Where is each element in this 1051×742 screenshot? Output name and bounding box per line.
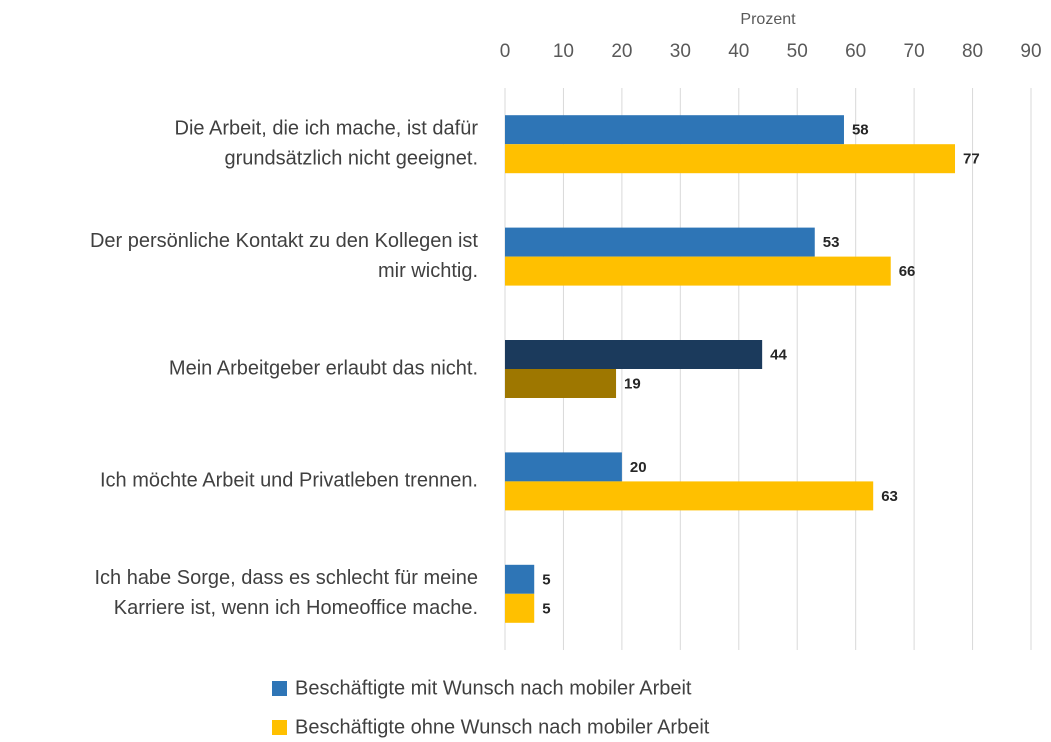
axis-title: Prozent	[740, 11, 796, 28]
bar	[505, 227, 815, 257]
legend-swatch	[272, 681, 287, 696]
x-tick-label: 90	[1020, 41, 1041, 62]
bar	[505, 452, 622, 482]
category-label: Der persönliche Kontakt zu den Kollegen …	[90, 230, 478, 252]
value-label: 77	[963, 151, 980, 168]
value-label: 5	[542, 600, 550, 617]
value-label: 66	[899, 263, 916, 280]
value-label: 5	[542, 571, 550, 588]
legend-label: Beschäftigte mit Wunsch nach mobiler Arb…	[295, 677, 692, 699]
category-label: grundsätzlich nicht geeignet.	[225, 147, 479, 169]
category-label: Ich möchte Arbeit und Privatleben trenne…	[100, 470, 478, 492]
bar	[505, 144, 956, 174]
x-tick-label: 50	[787, 41, 808, 62]
value-label: 53	[823, 234, 840, 251]
category-label: Ich habe Sorge, dass es schlecht für mei…	[94, 567, 478, 589]
legend-label: Beschäftigte ohne Wunsch nach mobiler Ar…	[295, 716, 710, 738]
value-label: 20	[630, 459, 647, 476]
bar	[505, 340, 763, 369]
category-label: mir wichtig.	[378, 260, 478, 282]
bar	[505, 369, 617, 398]
x-tick-label: 20	[611, 41, 632, 62]
bar	[505, 256, 891, 286]
x-tick-label: 40	[728, 41, 749, 62]
bar	[505, 593, 535, 623]
legend-swatch	[272, 720, 287, 735]
x-tick-label: 10	[553, 41, 574, 62]
x-tick-label: 30	[670, 41, 691, 62]
category-label: Die Arbeit, die ich mache, ist dafür	[175, 117, 479, 139]
category-label: Mein Arbeitgeber erlaubt das nicht.	[169, 357, 478, 379]
bar	[505, 564, 535, 594]
bar	[505, 115, 844, 145]
value-label: 19	[624, 375, 641, 392]
x-tick-label: 60	[845, 41, 866, 62]
bar	[505, 481, 874, 511]
x-tick-label: 0	[500, 41, 511, 62]
value-label: 44	[770, 346, 787, 363]
x-tick-label: 80	[962, 41, 983, 62]
x-tick-label: 70	[904, 41, 925, 62]
category-label: Karriere ist, wenn ich Homeoffice mache.	[114, 597, 478, 619]
value-label: 58	[852, 122, 869, 139]
value-label: 63	[881, 488, 898, 505]
